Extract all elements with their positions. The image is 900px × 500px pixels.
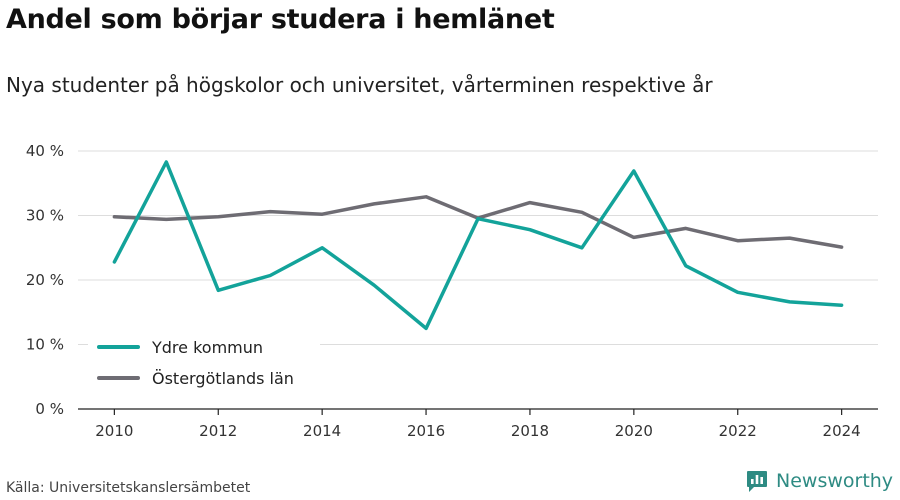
x-tick-label: 2018 <box>511 422 549 440</box>
series-line-ydre <box>112 160 844 331</box>
y-tick-label: 10 % <box>26 336 64 354</box>
source-note: Källa: Universitetskanslersämbetet <box>6 480 251 496</box>
x-tick-label: 2010 <box>95 422 133 440</box>
x-tick-label: 2012 <box>199 422 237 440</box>
chart-subtitle: Nya studenter på högskolor och universit… <box>6 73 713 97</box>
chart-title: Andel som börjar studera i hemlänet <box>6 4 555 35</box>
y-tick-label: 20 % <box>26 271 64 289</box>
y-tick-label: 0 % <box>35 400 64 418</box>
x-tick-label: 2024 <box>823 422 861 440</box>
x-tick-label: 2022 <box>719 422 757 440</box>
brand-logo: Newsworthy <box>745 469 893 493</box>
x-tick-label: 2016 <box>407 422 445 440</box>
brand-name: Newsworthy <box>776 470 894 492</box>
legend-background <box>88 330 320 400</box>
newsworthy-logo-icon <box>747 471 767 492</box>
grid-lines <box>78 150 878 345</box>
x-axis <box>78 408 878 415</box>
y-tick-label: 40 % <box>26 142 64 160</box>
y-axis-labels: 0 % 10 % 20 % 30 % 40 % <box>26 142 64 418</box>
legend-label: Östergötlands län <box>152 369 294 388</box>
x-tick-label: 2014 <box>303 422 341 440</box>
x-tick-label: 2020 <box>615 422 653 440</box>
x-axis-labels: 2010 2012 2014 2016 2018 2020 2022 2024 <box>95 422 860 440</box>
y-tick-label: 30 % <box>26 207 64 225</box>
legend: Ydre kommun Östergötlands län <box>88 330 320 400</box>
series-lines <box>112 160 844 331</box>
legend-label: Ydre kommun <box>151 338 263 357</box>
